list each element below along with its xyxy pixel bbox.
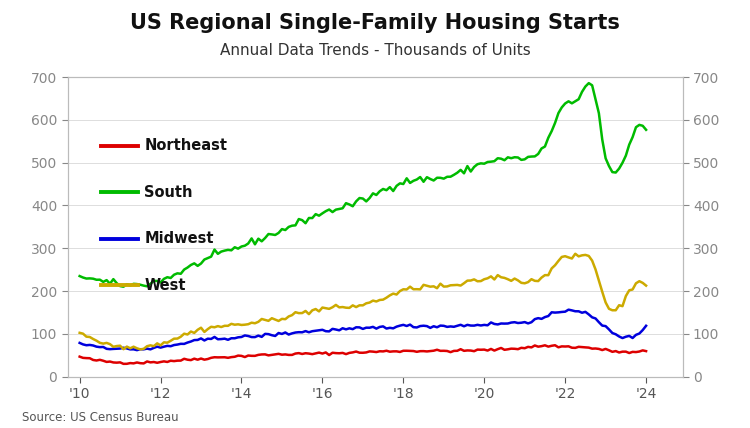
Text: Annual Data Trends - Thousands of Units: Annual Data Trends - Thousands of Units bbox=[220, 43, 530, 58]
Text: Midwest: Midwest bbox=[144, 231, 214, 247]
Text: Northeast: Northeast bbox=[144, 138, 227, 154]
Text: West: West bbox=[144, 278, 186, 293]
Text: South: South bbox=[144, 185, 193, 200]
Text: Source: US Census Bureau: Source: US Census Bureau bbox=[22, 411, 179, 424]
Text: US Regional Single-Family Housing Starts: US Regional Single-Family Housing Starts bbox=[130, 13, 620, 33]
